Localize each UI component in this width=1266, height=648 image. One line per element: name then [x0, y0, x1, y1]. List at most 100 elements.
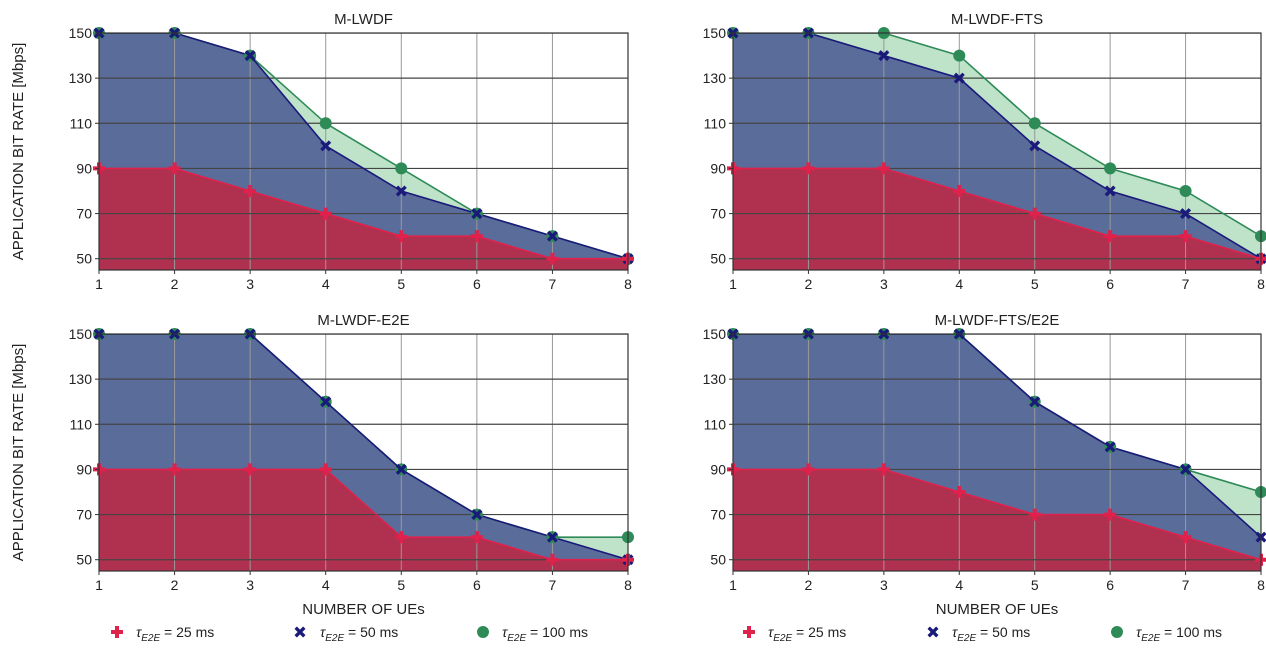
- plot-area: [99, 33, 628, 270]
- x-tick-label: 4: [955, 276, 963, 292]
- point-s25-3: [877, 463, 890, 476]
- y-tick-label: 150: [703, 326, 727, 342]
- y-tick-label: 90: [76, 160, 92, 176]
- x-tick-label: 4: [322, 276, 330, 292]
- y-tick-label: 90: [710, 461, 726, 477]
- point-s50-4: [320, 140, 332, 152]
- series-line-s25: [99, 468, 628, 561]
- y-tick-label: 50: [710, 251, 726, 267]
- plot-area: [733, 334, 1261, 571]
- plot-frame: [732, 32, 1262, 271]
- point-s50-5: [395, 463, 407, 475]
- point-s25-5: [395, 230, 408, 243]
- point-s25-4: [319, 207, 332, 220]
- y-tick-label: 110: [70, 416, 93, 432]
- y-tick-label: 110: [70, 115, 93, 131]
- legend-label-s25: τE2E = 25 ms: [768, 624, 846, 644]
- point-s50-6: [1104, 441, 1116, 453]
- x-tick-label: 2: [805, 577, 813, 593]
- y-tick-label: 90: [76, 461, 92, 477]
- point-s25-5: [1028, 508, 1041, 521]
- legend-label-s100: τE2E = 100 ms: [1136, 624, 1222, 644]
- y-tick-label: 150: [69, 326, 93, 342]
- y-tick-label: 150: [703, 25, 727, 41]
- x-tick-label: 1: [95, 577, 103, 593]
- legend-marker-s25: [743, 626, 755, 638]
- x-axis-label: NUMBER OF UEs: [936, 601, 1059, 618]
- point-s25-2: [168, 162, 181, 175]
- x-tick-label: 3: [246, 577, 254, 593]
- x-tick-label: 6: [473, 276, 481, 292]
- point-s100-5: [395, 162, 408, 175]
- y-tick-label: 50: [76, 552, 92, 568]
- y-tick-label: 70: [76, 507, 92, 523]
- point-s25-6: [1104, 508, 1117, 521]
- y-axis-label: APPLICATION BIT RATE [Mbps]: [10, 43, 27, 261]
- point-s100-4: [319, 117, 332, 130]
- x-tick-label: 6: [473, 577, 481, 593]
- x-tick-label: 7: [1182, 577, 1190, 593]
- legend-marker-s100: [1111, 626, 1123, 638]
- series-line-s25: [733, 167, 1261, 260]
- series-line-s50: [733, 33, 1261, 260]
- series-line-s50: [99, 33, 628, 260]
- point-s25-5: [395, 531, 408, 544]
- x-tick-label: 5: [397, 577, 405, 593]
- plot-area: [733, 33, 1261, 270]
- chart-panel-2: 1 2 3 4 5 6 7 8 50 70 90 110 130 150 M-LWDF-FTS: [703, 11, 1266, 292]
- point-s50-4: [320, 396, 332, 408]
- x-tick-label: 8: [624, 276, 632, 292]
- area-s25: [733, 168, 1261, 270]
- x-tick-label: 7: [549, 276, 557, 292]
- point-s50-3: [878, 50, 890, 62]
- x-tick-label: 3: [880, 577, 888, 593]
- y-tick-label: 70: [710, 206, 726, 222]
- x-tick-label: 2: [805, 276, 813, 292]
- point-s25-7: [546, 553, 559, 566]
- legend-marker-s100: [477, 626, 489, 638]
- x-tick-label: 2: [171, 577, 179, 593]
- x-tick-label: 8: [1257, 276, 1265, 292]
- area-s25: [733, 469, 1261, 571]
- point-s25-6: [470, 230, 483, 243]
- x-tick-label: 5: [397, 276, 405, 292]
- y-tick-label: 110: [704, 115, 727, 131]
- point-s25-7: [1179, 531, 1192, 544]
- legend-marker-s25: [111, 626, 123, 638]
- point-s50-6: [471, 208, 483, 220]
- y-tick-label: 130: [703, 70, 727, 86]
- chart-title: M-LWDF-E2E: [317, 312, 409, 329]
- legend-marker-s50: [927, 626, 939, 638]
- plot-frame: [98, 333, 629, 572]
- y-tick-label: 50: [76, 251, 92, 267]
- x-tick-label: 3: [246, 276, 254, 292]
- x-tick-label: 8: [1257, 577, 1265, 593]
- x-tick-label: 1: [729, 577, 737, 593]
- chart-panel-3: 1 2 3 4 5 6 7 8 50 70 90 110 130 150 M-LWDF-E2E NUMBER …: [10, 312, 634, 618]
- chart-panel-4: 1 2 3 4 5 6 7 8 50 70 90 110 130 150 M-LWDF-FTS/E2E NUM…: [703, 312, 1266, 618]
- series-line-s50: [733, 334, 1261, 538]
- y-axis-label: APPLICATION BIT RATE [Mbps]: [10, 344, 27, 562]
- plot-frame: [732, 333, 1262, 572]
- x-axis-label: NUMBER OF UEs: [302, 601, 425, 618]
- x-tick-label: 1: [729, 276, 737, 292]
- point-s50-6: [1104, 185, 1116, 197]
- point-s100-5: [1028, 117, 1041, 130]
- point-s100-6: [1104, 162, 1117, 175]
- y-tick-label: 90: [710, 160, 726, 176]
- series-line-s100: [733, 33, 1261, 237]
- chart-title: M-LWDF-FTS/E2E: [935, 312, 1060, 329]
- y-tick-label: 130: [69, 371, 93, 387]
- y-tick-label: 110: [704, 416, 727, 432]
- x-tick-label: 8: [624, 577, 632, 593]
- legend-label-s50: τE2E = 50 ms: [320, 624, 398, 644]
- point-s25-4: [319, 463, 332, 476]
- legend-2: τE2E = 25 ms τE2E = 50 ms τE2E = 100 ms: [743, 624, 1222, 644]
- plot-frame: [98, 32, 629, 271]
- point-s50-7: [1180, 463, 1192, 475]
- area-s25: [99, 168, 628, 270]
- x-tick-label: 4: [322, 577, 330, 593]
- x-tick-label: 7: [1182, 276, 1190, 292]
- y-tick-label: 150: [69, 25, 93, 41]
- x-tick-label: 7: [549, 577, 557, 593]
